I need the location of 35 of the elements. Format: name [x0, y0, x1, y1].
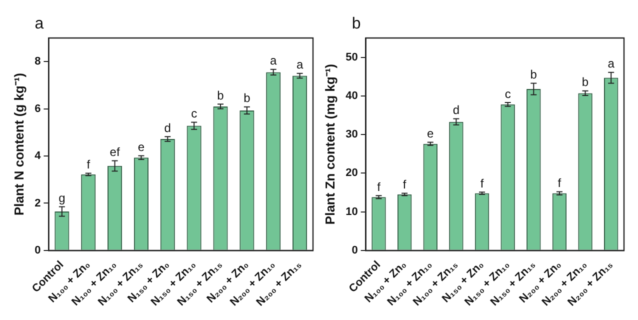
- data-label: f: [480, 176, 484, 190]
- data-label: c: [191, 106, 198, 121]
- data-label: b: [217, 88, 224, 102]
- data-label: ef: [110, 145, 120, 160]
- y-tick-label: 2: [34, 197, 41, 210]
- data-label: b: [582, 75, 589, 90]
- y-tick-label: 6: [34, 102, 41, 115]
- y-tick-label: 10: [346, 206, 358, 218]
- data-label: f: [377, 180, 382, 194]
- y-tick-label: 40: [346, 90, 358, 102]
- data-label: c: [504, 86, 511, 101]
- y-tick-label: 20: [346, 167, 358, 180]
- y-axis-title: Plant N content (g kg⁻¹): [11, 72, 26, 216]
- data-label: a: [270, 54, 278, 68]
- data-label: e: [138, 140, 145, 154]
- y-tick-label: 8: [34, 56, 41, 68]
- data-label: d: [452, 103, 460, 118]
- y-tick-label: 50: [346, 51, 358, 64]
- chart-title: b: [352, 15, 361, 32]
- data-label: f: [402, 178, 407, 192]
- y-tick-label: 30: [346, 128, 358, 141]
- y-tick-label: 4: [34, 150, 42, 162]
- y-tick-label: 0: [34, 244, 41, 256]
- data-label: d: [164, 120, 171, 135]
- data-label: f: [86, 158, 91, 172]
- data-label: b: [530, 68, 538, 82]
- y-tick-label: 0: [352, 244, 358, 256]
- chart-title: a: [34, 15, 44, 32]
- data-label: e: [427, 126, 434, 141]
- data-label: a: [296, 58, 304, 72]
- y-axis-title: Plant Zn content (mg kg⁻¹): [322, 64, 338, 225]
- data-label: a: [608, 56, 615, 71]
- data-label: g: [58, 191, 66, 206]
- data-label: f: [558, 176, 562, 190]
- data-label: b: [244, 91, 251, 106]
